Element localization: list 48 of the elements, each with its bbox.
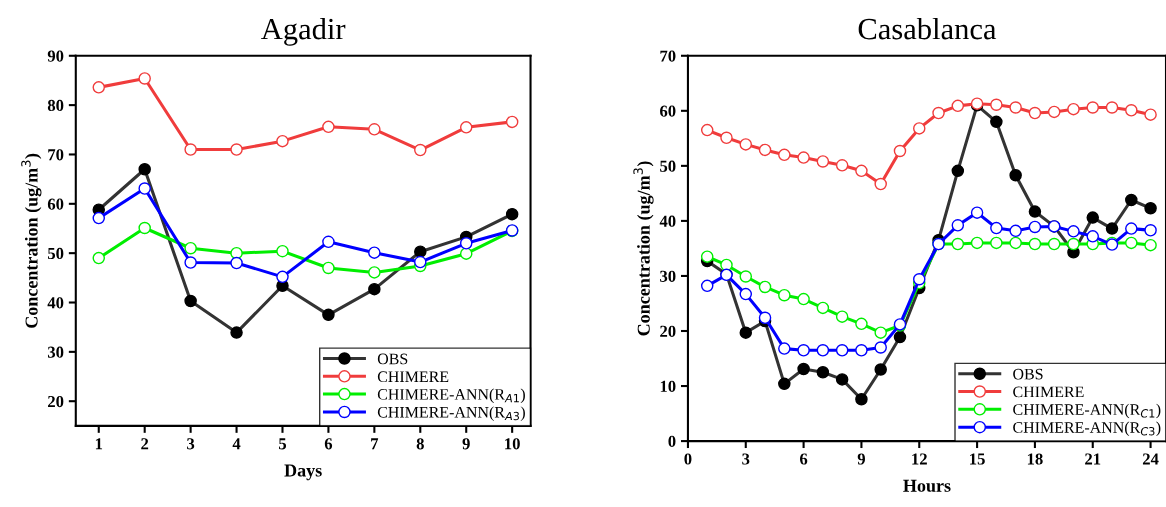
x-tick-label: 6	[324, 438, 333, 450]
x-tick-label: 3	[187, 438, 195, 450]
y-tick-label: 10	[660, 380, 676, 392]
legend-label: CHIMERE-ANN(R$_{A3}$)	[377, 406, 525, 421]
chart-title: Agadir	[261, 17, 346, 46]
x-tick-label: 12	[912, 453, 927, 465]
legend-label: CHIMERE-ANN(R$_{C3}$)	[1013, 421, 1161, 437]
x-tick-label: 10	[505, 438, 520, 450]
legend-label: CHIMERE	[377, 371, 449, 383]
y-tick-label: 50	[47, 247, 64, 260]
y-tick-label: 40	[659, 215, 676, 227]
y-tick-label: 30	[47, 346, 64, 358]
y-tick-label: 20	[660, 325, 676, 337]
y-tick-label: 60	[47, 198, 64, 210]
x-axis-title: Hours	[903, 479, 951, 492]
x-tick-label: 9	[857, 453, 865, 465]
y-tick-label: 70	[48, 149, 64, 161]
y-axis-title: Concentration (ug/m$^{3}$)	[633, 161, 654, 336]
x-tick-label: 8	[416, 438, 424, 450]
legend-label: CHIMERE-ANN(R$_{C1}$)	[1013, 403, 1161, 419]
y-tick-label: 40	[47, 297, 64, 309]
y-axis-title: Concentration (ug/m$^{3}$)	[21, 153, 42, 328]
legend-label: CHIMERE-ANN(R$_{A1}$)	[377, 388, 525, 403]
x-axis-title: Days	[284, 464, 322, 481]
y-tick-label: 20	[48, 395, 64, 408]
x-tick-label: 15	[970, 453, 985, 465]
x-tick-label: 24	[1142, 453, 1159, 465]
x-tick-label: 9	[462, 438, 470, 450]
x-tick-label: 3	[742, 453, 750, 465]
y-tick-label: 50	[660, 160, 676, 172]
legend-label: OBS	[1013, 368, 1043, 380]
x-tick-label: 6	[800, 453, 808, 465]
y-tick-label: 30	[660, 270, 676, 282]
chart-title: Casablanca	[858, 17, 997, 40]
legend-label: OBS	[377, 353, 408, 365]
y-tick-label: 60	[660, 105, 676, 117]
x-tick-label: 1	[95, 438, 103, 450]
x-tick-label: 18	[1027, 453, 1043, 465]
y-tick-label: 90	[47, 50, 64, 62]
x-tick-label: 7	[371, 438, 379, 450]
x-tick-label: 5	[278, 438, 287, 450]
legend-label: CHIMERE	[1013, 386, 1084, 398]
y-tick-label: 80	[47, 99, 64, 112]
x-tick-label: 0	[684, 453, 692, 465]
y-tick-label: 70	[660, 50, 676, 62]
x-tick-label: 2	[141, 438, 149, 450]
x-tick-label: 21	[1085, 453, 1101, 465]
x-tick-label: 4	[232, 438, 241, 450]
